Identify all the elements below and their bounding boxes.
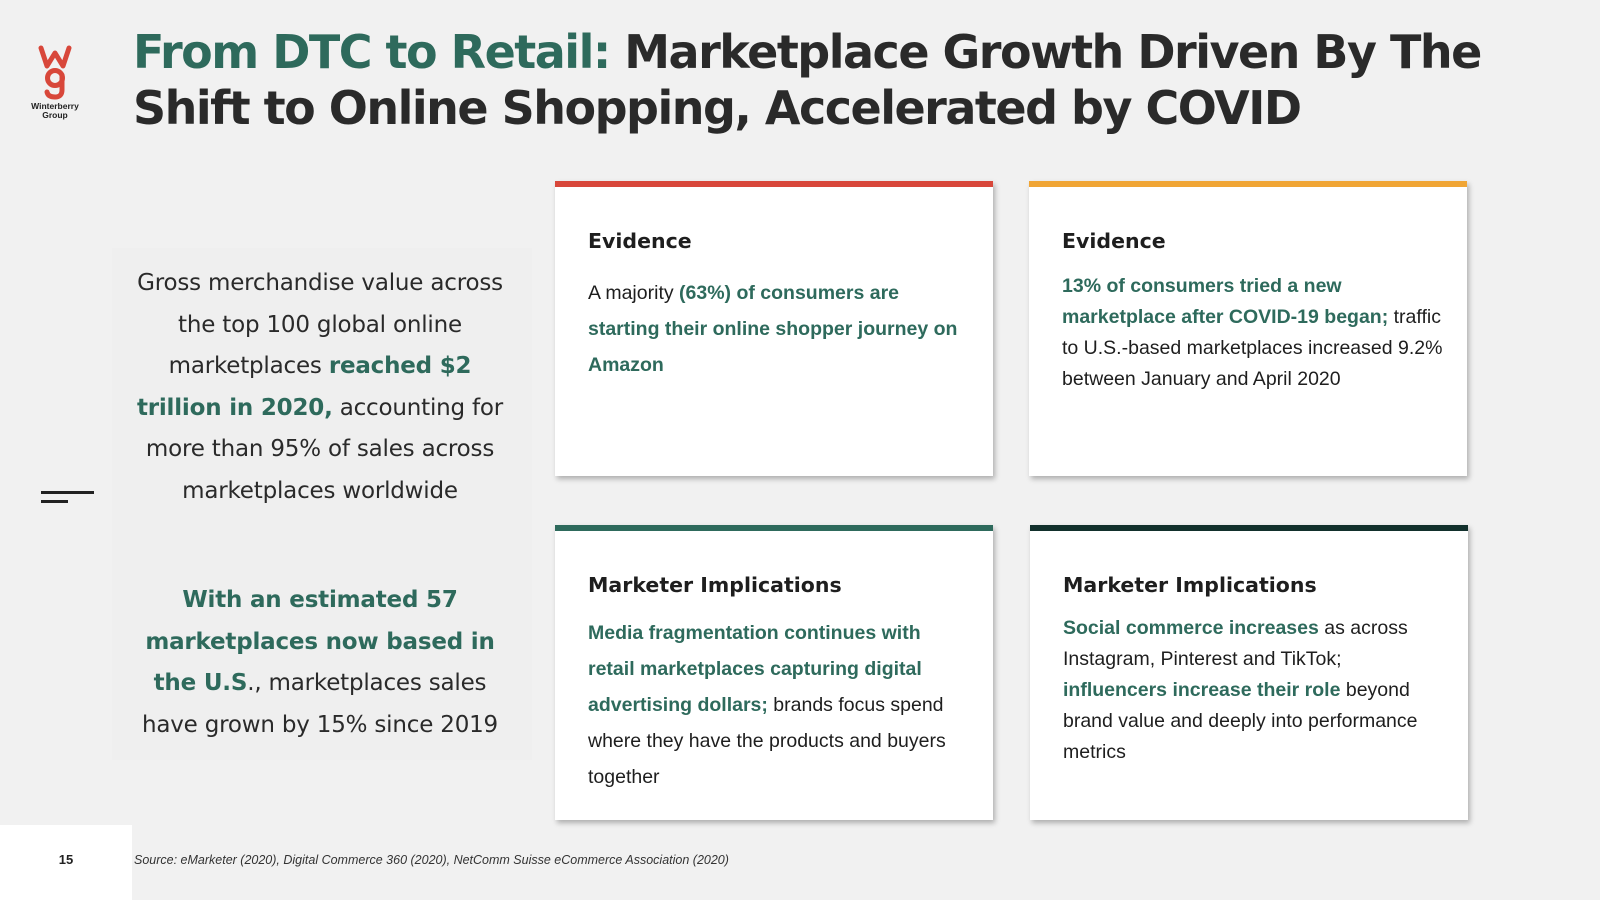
card-heading: Evidence bbox=[1062, 229, 1166, 253]
card-accent-bar bbox=[1029, 181, 1467, 187]
card-body: 13% of consumers tried a new marketplace… bbox=[1062, 275, 1443, 390]
left-panel bbox=[112, 248, 532, 760]
card-heading: Marketer Implications bbox=[1063, 573, 1317, 597]
card-body: Media fragmentation continues with retai… bbox=[588, 622, 946, 788]
card-body: Social commerce increases as across Inst… bbox=[1063, 617, 1418, 763]
implications-card-media: Marketer Implications Media fragmentatio… bbox=[555, 525, 993, 820]
card-heading: Evidence bbox=[588, 229, 692, 253]
evidence-card-covid: Evidence 13% of consumers tried a new ma… bbox=[1029, 181, 1467, 476]
logo-text: Winterberry Group bbox=[31, 101, 79, 120]
implications-card-social: Marketer Implications Social commerce in… bbox=[1030, 525, 1468, 820]
page-title: From DTC to Retail: Marketplace Growth D… bbox=[133, 24, 1573, 136]
page-number: 15 bbox=[58, 852, 74, 867]
evidence-card-amazon: Evidence A majority (63%) of consumers a… bbox=[555, 181, 993, 476]
page-number-box bbox=[0, 825, 132, 900]
title-accent: From DTC to Retail: bbox=[133, 25, 611, 79]
card-body: A majority (63%) of consumers are starti… bbox=[588, 282, 958, 376]
title-main: Marketplace Growth Driven By The Shift t… bbox=[133, 25, 1482, 135]
card-accent-bar bbox=[555, 525, 993, 531]
brand-logo: Winterberry Group bbox=[22, 44, 88, 120]
gmv-statement: Gross merchandise value across the top 1… bbox=[136, 270, 504, 504]
card-accent-bar bbox=[1030, 525, 1468, 531]
source-note: Source: eMarketer (2020), Digital Commer… bbox=[134, 853, 729, 867]
marketplace-statement: With an estimated 57 marketplaces now ba… bbox=[141, 587, 498, 738]
wg-logo-icon bbox=[38, 45, 72, 100]
hamburger-menu-icon[interactable] bbox=[41, 491, 94, 509]
card-accent-bar bbox=[555, 181, 993, 187]
card-heading: Marketer Implications bbox=[588, 573, 842, 597]
